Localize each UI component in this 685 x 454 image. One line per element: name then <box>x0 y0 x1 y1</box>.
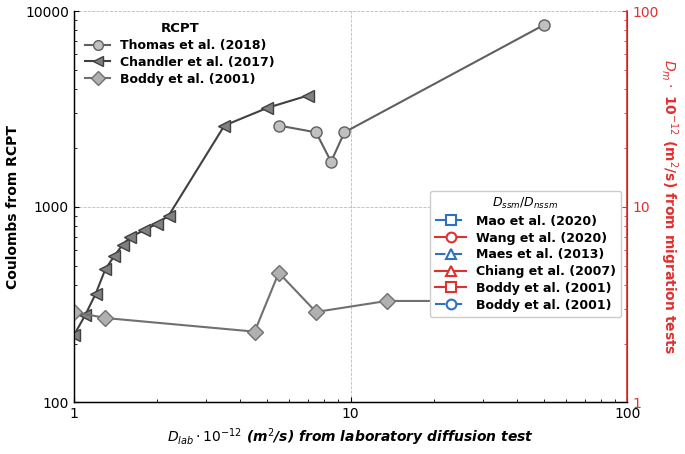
Legend: Mao et al. (2020), Wang et al. (2020), Maes et al. (2013), Chiang et al. (2007),: Mao et al. (2020), Wang et al. (2020), M… <box>430 191 621 316</box>
Y-axis label: Coulombs from RCPT: Coulombs from RCPT <box>5 125 20 289</box>
X-axis label: $D_{lab}\cdot10^{-12}$ (m$^2$/s) from laboratory diffusion test: $D_{lab}\cdot10^{-12}$ (m$^2$/s) from la… <box>167 427 534 449</box>
Legend: Thomas et al. (2018), Chandler et al. (2017), Boddy et al. (2001): Thomas et al. (2018), Chandler et al. (2… <box>80 17 279 90</box>
Y-axis label: $D_m\cdot$ 10$^{-12}$ (m$^2$/s) from migration tests: $D_m\cdot$ 10$^{-12}$ (m$^2$/s) from mig… <box>658 59 680 355</box>
